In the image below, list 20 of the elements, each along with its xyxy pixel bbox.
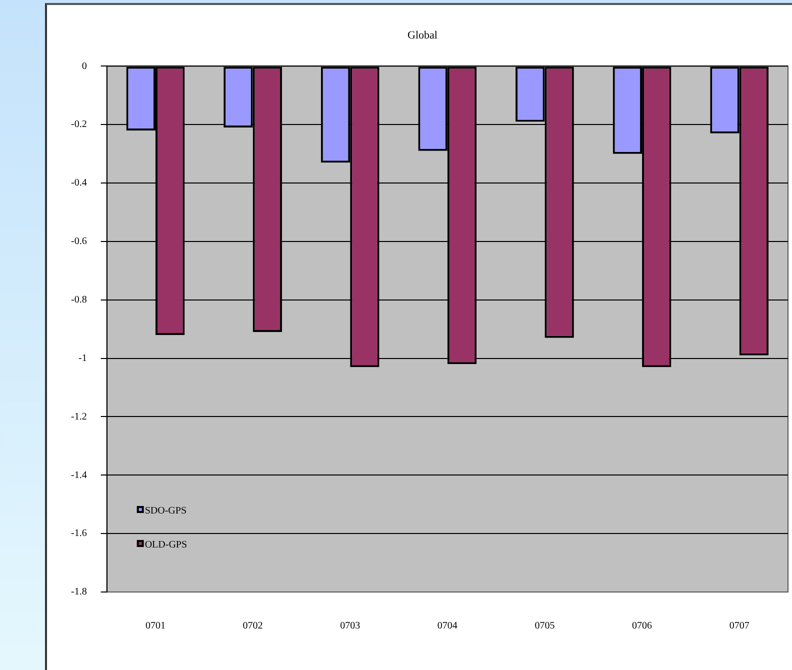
chart-title: Global [408, 29, 438, 42]
y-tick-label: -0.2 [70, 119, 87, 130]
y-tick-label: -1 [78, 352, 87, 364]
x-tick-label: 0706 [632, 620, 652, 632]
y-tick-label: -1.4 [70, 470, 87, 481]
y-tick-label: -1.8 [70, 586, 87, 598]
y-tick-label: -1.6 [70, 528, 87, 540]
y-tick-label: -0.4 [70, 178, 87, 189]
legend-label: SDO-GPS [144, 506, 187, 517]
x-tick-label: 0703 [340, 620, 360, 632]
y-tick-label: -0.6 [70, 236, 87, 248]
legend-label: OLD-GPS [144, 540, 188, 551]
x-tick-label: 0704 [437, 620, 458, 632]
x-tick-label: 0707 [729, 620, 750, 632]
y-tick-label: -1.2 [70, 411, 87, 422]
y-tick-label: -0.8 [70, 294, 87, 306]
y-tick-label: 0 [82, 60, 87, 72]
x-tick-label: 0702 [242, 620, 263, 632]
x-tick-label: 0701 [145, 620, 166, 632]
x-tick-label: 0705 [534, 620, 555, 632]
